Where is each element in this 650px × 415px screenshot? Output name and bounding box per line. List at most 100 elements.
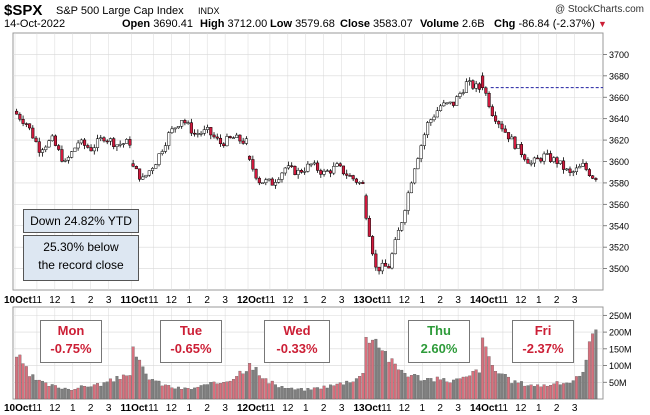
candle-body bbox=[241, 140, 245, 144]
candle-body bbox=[464, 81, 468, 93]
candle-body bbox=[432, 116, 436, 121]
attribution: @ StockCharts.com bbox=[554, 4, 644, 15]
volume-bar bbox=[21, 363, 25, 400]
volume-tick-label: 100M bbox=[609, 361, 632, 371]
candle-body bbox=[393, 239, 397, 255]
x-tick-label: 12 bbox=[166, 403, 178, 414]
low-readout: Low 3579.68 bbox=[270, 18, 335, 30]
candle-body bbox=[134, 166, 138, 170]
volume-bar bbox=[286, 388, 290, 400]
x-tick-label: 3 bbox=[455, 403, 461, 414]
volume-axis: 50M 100M 150M 200M 250M bbox=[603, 311, 632, 388]
volume-bar bbox=[341, 384, 345, 400]
candle-body bbox=[199, 133, 203, 135]
price-axis: 3500 3520 3540 3560 3580 3600 3620 3640 3660 3680… bbox=[603, 50, 629, 274]
volume-bar bbox=[44, 382, 48, 400]
candle-body bbox=[403, 210, 407, 223]
candle-body bbox=[173, 127, 177, 130]
candle-body bbox=[163, 145, 168, 152]
candle-body bbox=[283, 167, 287, 174]
candle-body bbox=[500, 123, 504, 130]
volume-bar bbox=[380, 350, 384, 400]
high-value: 3712.00 bbox=[227, 18, 268, 30]
price-candles bbox=[15, 72, 603, 275]
volume-bar bbox=[384, 351, 388, 400]
volume-bar bbox=[215, 383, 219, 400]
candle-body bbox=[95, 138, 100, 148]
volume-bar bbox=[316, 387, 320, 400]
volume-bar bbox=[57, 387, 61, 400]
volume-tick-label: 150M bbox=[609, 344, 632, 354]
volume-bar bbox=[86, 386, 90, 400]
candle-body bbox=[536, 157, 540, 160]
candle-body bbox=[193, 132, 197, 135]
volume-bar bbox=[134, 356, 138, 400]
candle-body bbox=[578, 166, 582, 169]
candle-body bbox=[186, 122, 190, 124]
volume-bar bbox=[180, 389, 184, 400]
candle-body bbox=[545, 153, 549, 155]
x-tick-label: 2 bbox=[321, 295, 327, 306]
volume-bar bbox=[413, 374, 417, 400]
volume-bar bbox=[432, 381, 436, 400]
day-label-wed: Wed -0.33% bbox=[264, 320, 330, 363]
candle-body bbox=[92, 147, 96, 152]
candle-body bbox=[44, 146, 48, 151]
volume-bar bbox=[193, 387, 197, 400]
volume-bar bbox=[121, 374, 125, 400]
x-tick-label: 2 bbox=[204, 403, 210, 414]
day-name: Mon bbox=[57, 323, 85, 338]
x-tick-label: 12 bbox=[399, 403, 411, 414]
volume-bar bbox=[461, 376, 465, 400]
volume-bar bbox=[555, 381, 559, 400]
candle-body bbox=[312, 162, 316, 165]
candle-body bbox=[348, 175, 352, 177]
candle-body bbox=[205, 127, 210, 130]
volume-bar bbox=[539, 386, 543, 400]
volume-bar bbox=[83, 385, 87, 400]
volume-bar bbox=[500, 373, 504, 400]
x-tick-label: 11 bbox=[498, 295, 509, 306]
day-change: -0.65% bbox=[170, 341, 212, 356]
volume-bar bbox=[471, 371, 475, 400]
candle-body bbox=[380, 263, 384, 272]
volume-bar bbox=[102, 382, 106, 400]
volume-bar bbox=[335, 383, 339, 400]
candle-body bbox=[196, 133, 200, 135]
price-tick-label: 3680 bbox=[609, 71, 629, 81]
day-change: -0.33% bbox=[276, 341, 318, 356]
candle-body bbox=[429, 119, 433, 123]
volume-bar bbox=[173, 388, 177, 400]
volume-bar bbox=[89, 386, 93, 400]
day-name: Thu bbox=[427, 323, 451, 338]
candle-body bbox=[390, 253, 394, 269]
candle-body bbox=[503, 128, 507, 133]
price-tick-label: 3600 bbox=[609, 157, 629, 167]
volume-bar bbox=[312, 387, 316, 400]
x-tick-label: 1 bbox=[536, 295, 542, 306]
x-tick-label: 12 bbox=[166, 295, 178, 306]
volume-bar bbox=[212, 381, 216, 400]
candle-body bbox=[335, 163, 339, 167]
x-tick-label: 1 bbox=[303, 403, 309, 414]
volume-bar bbox=[490, 365, 494, 400]
volume-bar bbox=[397, 369, 400, 400]
volume-bar bbox=[510, 383, 514, 400]
candle-body bbox=[299, 170, 303, 173]
candle-body bbox=[118, 143, 122, 146]
candle-body bbox=[539, 158, 543, 162]
candle-body bbox=[358, 182, 362, 184]
candle-body bbox=[86, 145, 90, 148]
candle-body bbox=[506, 132, 511, 140]
x-tick-label: 12 bbox=[282, 295, 294, 306]
low-value: 3579.68 bbox=[295, 18, 335, 30]
volume-bar bbox=[591, 333, 595, 400]
candle-body bbox=[125, 139, 129, 144]
x-tick-label: 11 bbox=[32, 295, 43, 306]
candle-body bbox=[238, 134, 242, 142]
x-tick-label: 11Oct bbox=[121, 295, 149, 306]
candle-body bbox=[416, 158, 420, 170]
volume-value: 2.6B bbox=[461, 18, 485, 30]
volume-bar bbox=[439, 379, 443, 400]
